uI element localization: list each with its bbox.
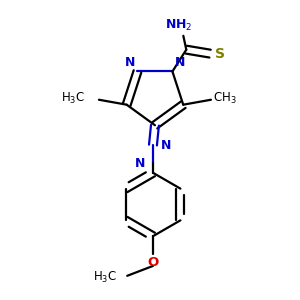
Text: N: N [161,139,171,152]
Text: S: S [215,46,225,61]
Text: N: N [135,158,145,170]
Text: NH$_2$: NH$_2$ [165,18,192,33]
Text: N: N [174,56,185,70]
Text: N: N [125,56,136,70]
Text: CH$_3$: CH$_3$ [213,91,237,106]
Text: H$_3$C: H$_3$C [93,270,117,285]
Text: H$_3$C: H$_3$C [61,91,85,106]
Text: O: O [147,256,159,269]
